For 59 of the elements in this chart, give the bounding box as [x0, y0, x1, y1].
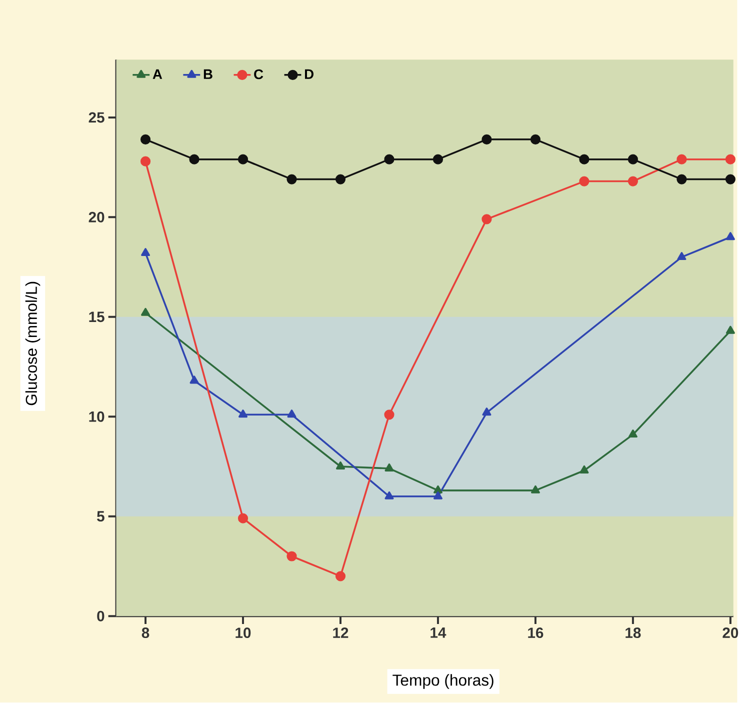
- y-tick-label: 10: [89, 412, 104, 422]
- legend-label: D: [304, 70, 314, 80]
- point: [579, 176, 590, 187]
- point: [579, 154, 590, 165]
- point: [286, 174, 297, 185]
- x-tick-label: 18: [626, 628, 641, 638]
- x-tick-label: 10: [236, 628, 251, 638]
- point: [628, 430, 638, 438]
- point: [628, 154, 638, 165]
- x-tick-label: 12: [333, 628, 348, 638]
- point: [676, 154, 687, 165]
- point: [238, 410, 248, 418]
- legend-label: C: [254, 70, 264, 80]
- point: [189, 154, 200, 165]
- point: [726, 232, 735, 240]
- point: [725, 154, 736, 165]
- point: [140, 156, 151, 167]
- point: [238, 514, 248, 524]
- y-tick-label: 5: [97, 511, 104, 522]
- point: [677, 252, 686, 260]
- y-tick-label: 20: [88, 212, 104, 223]
- point: [335, 571, 346, 582]
- point: [530, 486, 540, 494]
- y-axis-title: Glucose (mmol/L): [25, 282, 40, 406]
- point: [384, 464, 394, 472]
- x-axis-title: Tempo (horas): [392, 674, 494, 690]
- point: [140, 134, 151, 145]
- x-tick-label: 20: [722, 628, 738, 638]
- point: [676, 174, 687, 185]
- point: [433, 486, 442, 494]
- point: [384, 492, 394, 500]
- point: [141, 248, 150, 256]
- y-tick-label: 0: [97, 611, 104, 622]
- point: [286, 551, 297, 562]
- point: [335, 174, 346, 185]
- point: [190, 376, 199, 384]
- x-tick-label: 14: [430, 628, 446, 638]
- point: [238, 154, 248, 165]
- point: [482, 134, 492, 145]
- legend-label: A: [152, 70, 162, 80]
- x-tick-label: 8: [142, 628, 150, 638]
- point: [482, 214, 492, 224]
- point: [336, 462, 345, 470]
- point: [384, 154, 394, 165]
- point: [725, 174, 736, 185]
- point: [580, 466, 589, 474]
- point: [384, 410, 394, 420]
- point: [433, 492, 442, 500]
- y-tick-label: 15: [89, 312, 104, 322]
- point: [287, 410, 296, 418]
- point: [530, 134, 541, 145]
- x-tick-label: 16: [528, 628, 544, 638]
- y-tick-label: 25: [88, 112, 104, 123]
- point: [726, 326, 735, 334]
- point: [482, 408, 492, 416]
- legend-label: B: [204, 70, 212, 80]
- point: [628, 176, 638, 187]
- point: [432, 154, 444, 165]
- point: [141, 308, 150, 316]
